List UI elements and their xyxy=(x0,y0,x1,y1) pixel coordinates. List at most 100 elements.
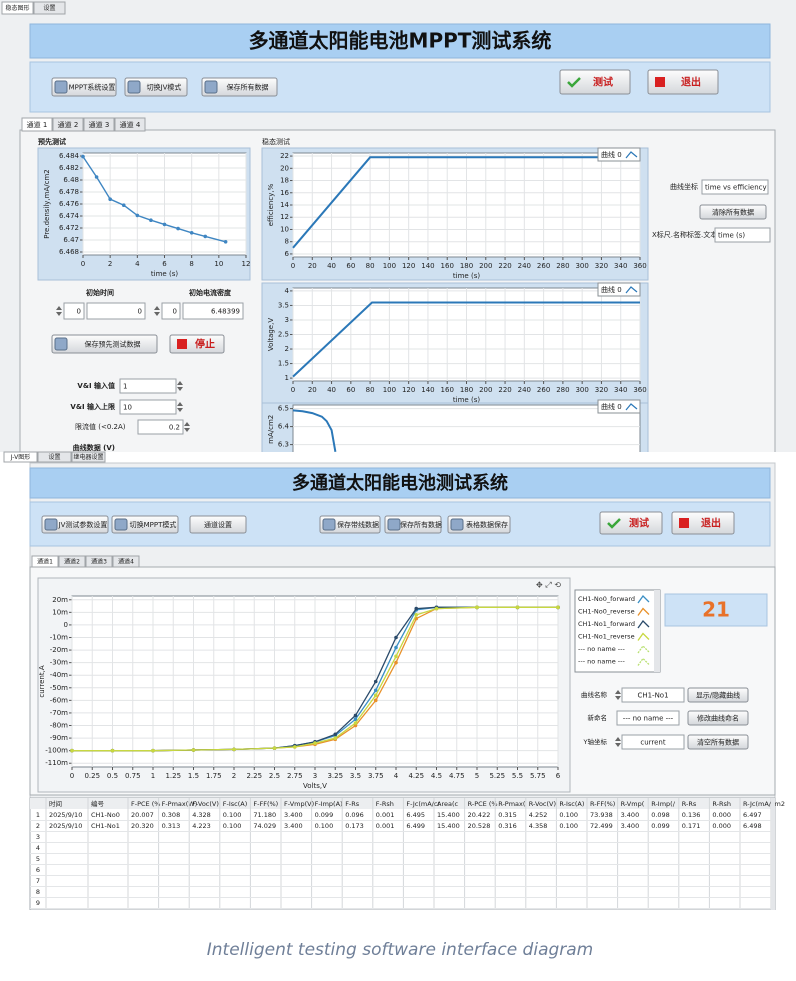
x-tick-label: 0 xyxy=(70,772,74,780)
y-tick-label: 6.47 xyxy=(63,236,79,244)
button-label[interactable]: 测试 xyxy=(629,517,649,530)
tab-label[interactable]: 通道 3 xyxy=(89,120,110,129)
button[interactable]: 测试 xyxy=(559,69,631,95)
button-face[interactable] xyxy=(647,69,719,95)
tab-label[interactable]: 通道 1 xyxy=(27,120,48,129)
tab-label[interactable]: 通道2 xyxy=(64,558,80,566)
button-label[interactable]: 停止 xyxy=(195,338,215,351)
icon[interactable] xyxy=(450,518,464,531)
tab-label[interactable]: 继电器设置 xyxy=(73,453,103,461)
column-header: R-Isc(A) xyxy=(559,800,584,808)
icon-stop[interactable] xyxy=(655,77,665,87)
button-label[interactable]: 通道设置 xyxy=(204,520,232,529)
button-face[interactable] xyxy=(559,69,631,95)
x-tick-label: 0 xyxy=(291,386,295,394)
button-label[interactable]: 修改曲线命名 xyxy=(697,714,739,723)
legend-label: CH1-No0_reverse xyxy=(578,608,635,616)
button[interactable]: 清空所有数据 xyxy=(687,734,749,750)
button[interactable]: 清除所有数据 xyxy=(699,204,767,220)
button-face[interactable] xyxy=(124,77,188,97)
table-cell: 20.528 xyxy=(468,822,491,830)
button-face[interactable] xyxy=(699,204,767,220)
button[interactable]: 表格数据保存 xyxy=(447,515,511,534)
button-face[interactable] xyxy=(599,511,663,535)
icon[interactable] xyxy=(54,80,68,94)
button-label[interactable]: 退出 xyxy=(681,76,701,89)
button[interactable]: 停止 xyxy=(169,334,225,354)
button-label[interactable]: 显示/隐藏曲线 xyxy=(696,691,740,700)
table-cell: 20.320 xyxy=(131,822,154,830)
button[interactable]: 显示/隐藏曲线 xyxy=(687,687,749,703)
icon-stop[interactable] xyxy=(679,518,689,528)
y-tick-label: 16 xyxy=(280,189,289,197)
button-label[interactable]: 表格数据保存 xyxy=(466,520,508,529)
table-cell: 4.358 xyxy=(529,822,548,830)
button-face[interactable] xyxy=(671,511,735,535)
button-label[interactable]: 保存所有数据 xyxy=(400,520,442,529)
button[interactable]: 保存带线数据 xyxy=(319,515,381,534)
icon-check[interactable] xyxy=(567,77,581,88)
button-label[interactable]: MPPT系统设置 xyxy=(69,83,116,92)
button-face[interactable] xyxy=(201,77,278,97)
button[interactable]: 测试 xyxy=(599,511,663,535)
button[interactable]: MPPT系统设置 xyxy=(51,77,117,97)
icon[interactable] xyxy=(44,518,58,531)
button-face[interactable] xyxy=(189,515,247,534)
icon[interactable] xyxy=(54,337,68,351)
tab-label[interactable]: 设置 xyxy=(43,4,55,12)
tab-label[interactable]: 通道3 xyxy=(91,558,107,566)
button[interactable]: 修改曲线命名 xyxy=(687,710,749,726)
button-label[interactable]: 保存所有数据 xyxy=(227,83,269,92)
button-label[interactable]: 测试 xyxy=(593,76,613,89)
button-face[interactable] xyxy=(687,687,749,703)
table-cell: 20.007 xyxy=(131,811,154,819)
table-cell: 6.497 xyxy=(743,811,762,819)
button[interactable]: JV测试参数设置 xyxy=(41,515,109,534)
tab-label[interactable]: 稳态图形 xyxy=(5,4,29,12)
button-face[interactable] xyxy=(51,334,158,354)
tab-label[interactable]: 通道4 xyxy=(118,558,134,566)
button-label[interactable]: 切换MPPT模式 xyxy=(130,520,177,529)
button-face[interactable] xyxy=(41,515,109,534)
button-label[interactable]: 保存带线数据 xyxy=(337,520,379,529)
tab xyxy=(37,451,72,463)
button-face[interactable] xyxy=(687,710,749,726)
tab-label[interactable]: J-V图形 xyxy=(10,453,30,461)
button-label[interactable]: 退出 xyxy=(701,517,721,530)
button[interactable]: 退出 xyxy=(671,511,735,535)
icon[interactable] xyxy=(204,80,218,94)
button-label[interactable]: 保存预先测试数据 xyxy=(85,340,141,349)
y-tick-label: 12 xyxy=(280,213,289,221)
table-scrollbar xyxy=(771,798,775,910)
tab-label[interactable]: 通道1 xyxy=(37,558,53,566)
button-face[interactable] xyxy=(447,515,511,534)
button-face[interactable] xyxy=(687,734,749,750)
x-tick-label: 40 xyxy=(327,262,336,270)
button-label[interactable]: 清空所有数据 xyxy=(697,738,739,747)
table-cell: 0.136 xyxy=(682,811,701,819)
icon[interactable] xyxy=(387,518,401,531)
button-label[interactable]: 清除所有数据 xyxy=(712,208,754,217)
icon[interactable] xyxy=(114,518,128,531)
button[interactable]: 切换JV模式 xyxy=(124,77,188,97)
icon-stop[interactable] xyxy=(177,339,187,349)
button[interactable]: 保存所有数据 xyxy=(201,77,278,97)
button[interactable]: 退出 xyxy=(647,69,719,95)
tab-label[interactable]: 通道 4 xyxy=(120,120,141,129)
button[interactable]: 保存预先测试数据 xyxy=(51,334,158,354)
icon[interactable] xyxy=(127,80,141,94)
icon-check[interactable] xyxy=(607,518,621,529)
tab-label[interactable]: 通道 2 xyxy=(58,120,79,129)
icon[interactable] xyxy=(322,518,336,531)
button-face[interactable] xyxy=(111,515,179,534)
spin-arrows xyxy=(154,306,160,316)
button-label[interactable]: JV测试参数设置 xyxy=(58,520,108,529)
button[interactable]: 保存所有数据 xyxy=(384,515,442,534)
button-label[interactable]: 切换JV模式 xyxy=(147,83,182,92)
input-value: time vs efficiency xyxy=(705,184,767,192)
button[interactable]: 通道设置 xyxy=(189,515,247,534)
tab-label[interactable]: 设置 xyxy=(48,453,60,461)
label: 曲线名称 xyxy=(581,690,608,699)
button-face[interactable] xyxy=(51,77,117,97)
button[interactable]: 切换MPPT模式 xyxy=(111,515,179,534)
